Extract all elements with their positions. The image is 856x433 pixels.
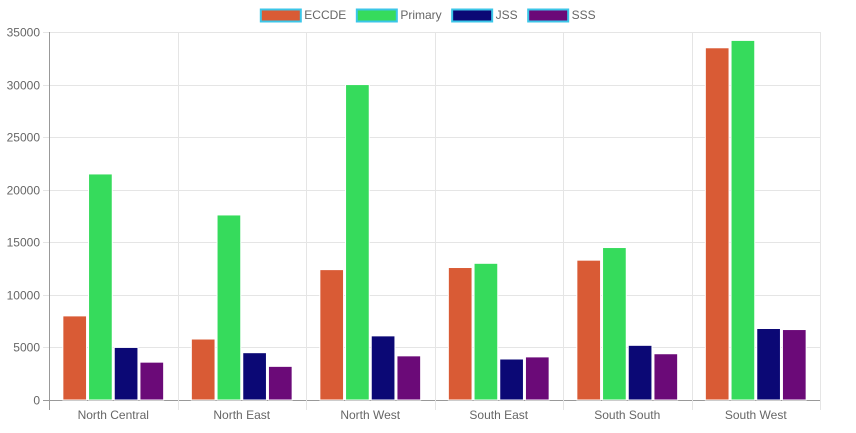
bar-sss-south-east[interactable] [524,356,550,401]
y-tick-label: 15000 [7,236,41,250]
bar-primary-south-west[interactable] [730,39,756,401]
y-tick-label: 20000 [7,184,41,198]
y-tick-label: 25000 [7,131,41,145]
x-tick-label: North Central [78,408,149,422]
bar-jss-south-west[interactable] [756,328,781,401]
bar-sss-north-west[interactable] [396,355,422,401]
legend-swatch [451,8,494,23]
bar-primary-north-central[interactable] [88,173,113,401]
x-axis: North Central North East North West South E… [78,408,788,422]
y-tick-label: 5000 [13,341,40,355]
x-tick-label: South West [725,408,787,422]
legend-label: SSS [572,8,596,22]
bar-eccde-south-east[interactable] [447,267,473,401]
bar-jss-south-east[interactable] [499,358,524,401]
bar-jss-north-east[interactable] [242,352,267,401]
bar-eccde-south-south[interactable] [576,259,602,401]
x-tick-label: South East [469,408,528,422]
bar-sss-south-south[interactable] [653,353,679,401]
legend-swatch [259,8,302,23]
bars [62,39,807,401]
bar-sss-south-west[interactable] [781,329,807,401]
legend-label: Primary [400,8,441,22]
legend-item-eccde[interactable]: ECCDE [259,8,347,23]
legend-item-primary[interactable]: Primary [355,8,442,23]
y-tick-label: 10000 [7,289,41,303]
bar-eccde-north-east[interactable] [190,338,216,401]
bar-sss-north-central[interactable] [139,361,165,401]
x-tick-label: North West [340,408,400,422]
bar-jss-south-south[interactable] [627,344,653,401]
bar-primary-south-east[interactable] [473,262,499,401]
y-tick-label: 30000 [7,79,41,93]
bar-jss-north-central[interactable] [113,346,139,401]
legend-label: JSS [496,8,518,22]
legend-item-jss[interactable]: JSS [451,8,518,23]
bar-eccde-south-west[interactable] [704,47,730,401]
bar-primary-north-west[interactable] [345,84,370,401]
y-axis: 0 5000 10000 15000 20000 25000 30000 35000 [7,26,41,408]
legend-swatch [355,8,398,23]
x-tick-label: North East [213,408,270,422]
bar-sss-north-east[interactable] [267,365,293,401]
bar-jss-north-west[interactable] [370,335,396,401]
bar-primary-south-south[interactable] [602,247,627,401]
legend-label: ECCDE [304,8,346,22]
x-tick-label: South South [594,408,660,422]
legend-item-sss[interactable]: SSS [527,8,596,23]
grid-lines [43,32,821,410]
bar-primary-north-east[interactable] [216,214,242,401]
y-tick-label: 0 [33,394,40,408]
y-tick-label: 35000 [7,26,41,40]
legend-swatch [527,8,570,23]
legend: ECCDE Primary JSS SSS [259,8,596,23]
bar-eccde-north-central[interactable] [62,315,88,401]
bar-eccde-north-west[interactable] [319,269,345,401]
